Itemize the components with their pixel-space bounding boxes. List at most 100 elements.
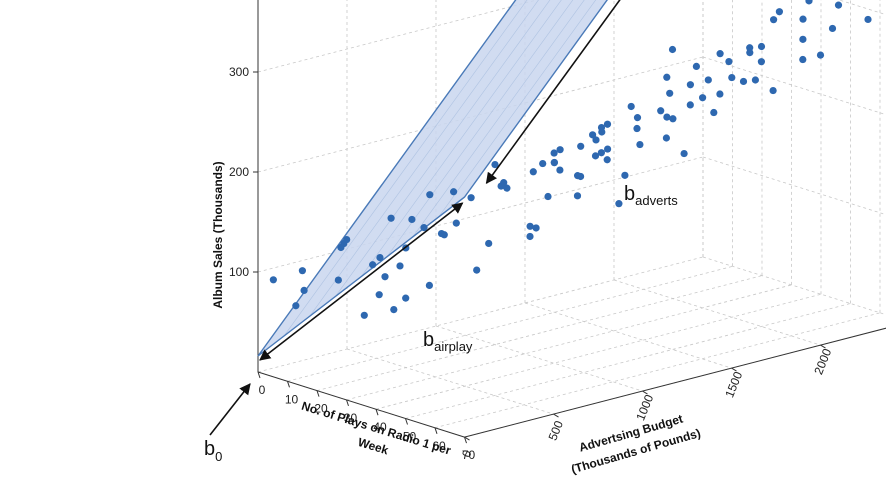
x-tick-mark	[375, 409, 379, 416]
x-tick-mark	[316, 390, 320, 397]
y-tick-label: 2000	[811, 346, 834, 376]
data-point	[390, 306, 398, 314]
data-point	[574, 172, 582, 180]
b0-base: b	[204, 438, 215, 460]
plane-hatch-line	[335, 0, 551, 297]
x-tick-label: 10	[285, 392, 299, 406]
data-point	[425, 281, 433, 289]
data-point	[615, 200, 623, 208]
x-tick-label: 30	[344, 411, 358, 425]
data-point	[805, 0, 813, 5]
data-point	[799, 15, 807, 23]
data-point	[298, 267, 306, 275]
data-point	[343, 235, 351, 244]
floor-grid-line	[346, 348, 554, 415]
floor-grid-line	[524, 302, 732, 369]
data-point	[467, 194, 475, 202]
data-point	[633, 114, 642, 122]
b-adverts-label: badverts	[624, 183, 678, 208]
floor-grid-line	[702, 256, 886, 316]
data-point	[485, 239, 493, 248]
data-point	[376, 253, 384, 262]
data-point	[666, 89, 674, 97]
floor-grid-line	[316, 275, 763, 391]
data-point	[716, 50, 724, 58]
z-axis-title: Album Sales (Thousands)	[211, 161, 225, 308]
adverts-arrow	[485, 0, 886, 185]
plane-hatch-line	[361, 0, 562, 277]
data-point	[526, 222, 534, 230]
data-point	[716, 90, 724, 98]
x-tick-mark	[464, 436, 467, 444]
y-tick-label: 500	[546, 418, 567, 442]
data-point	[633, 124, 641, 133]
data-point	[529, 168, 537, 176]
data-point	[828, 24, 837, 33]
y-tick-label: 1000	[633, 392, 656, 422]
wall-grid-line	[257, 156, 704, 273]
x-tick-mark	[346, 399, 349, 407]
data-point	[396, 262, 404, 270]
regression-plane	[257, 0, 608, 357]
x-tick-label: 0	[259, 383, 266, 397]
floor-grid-line	[405, 303, 851, 419]
floor-grid-line	[435, 325, 643, 392]
b-adverts-sub: adverts	[635, 193, 678, 208]
data-point	[739, 77, 748, 86]
x-tick-label: 50	[403, 430, 417, 444]
y-tick-label: 1500	[722, 369, 745, 399]
data-point	[440, 231, 448, 239]
b-airplay-sub: airplay	[434, 339, 473, 354]
floor-grid-line	[375, 293, 822, 410]
y-tick-mark	[820, 344, 826, 349]
data-point	[334, 276, 342, 284]
data-point	[360, 311, 368, 319]
y-tick-mark	[642, 390, 648, 395]
data-point	[669, 115, 677, 123]
data-point	[834, 1, 843, 9]
x-axis-title-line2: Week	[356, 435, 390, 458]
data-point	[704, 76, 712, 84]
wall-grid-line	[702, 56, 886, 116]
y-tick-mark	[553, 413, 559, 418]
z-tick-label: 200	[229, 165, 249, 179]
data-point	[408, 215, 416, 224]
z-tick-label: 100	[229, 265, 249, 279]
x-tick-mark	[405, 418, 408, 425]
data-point	[577, 142, 585, 150]
data-point	[769, 86, 777, 95]
x-tick-label: 70	[462, 448, 476, 462]
data-point	[686, 81, 695, 89]
plane-surface	[257, 0, 608, 357]
y-tick-mark	[464, 436, 470, 441]
wall-grid-line	[702, 156, 886, 216]
data-point	[621, 171, 629, 179]
data-point	[757, 58, 766, 66]
data-point	[799, 35, 807, 43]
floor-grid-line	[257, 256, 704, 373]
data-point	[592, 136, 600, 144]
x-tick-mark	[287, 381, 290, 388]
data-point	[269, 276, 277, 284]
data-point	[692, 62, 701, 70]
data-point	[603, 156, 611, 164]
data-point	[426, 191, 434, 199]
z-tick-label: 300	[229, 65, 249, 79]
data-point	[770, 16, 778, 24]
data-point	[604, 145, 612, 153]
b-airplay-label: bairplay	[423, 329, 473, 354]
data-point	[300, 286, 308, 294]
x-tick-mark	[434, 427, 438, 434]
data-point	[757, 42, 766, 51]
data-point	[550, 158, 559, 167]
y-tick-mark	[731, 367, 737, 372]
data-point	[292, 302, 300, 310]
data-point	[526, 232, 534, 241]
data-point	[686, 101, 694, 109]
data-point	[598, 128, 606, 136]
data-point	[799, 55, 807, 64]
data-point	[662, 134, 671, 142]
data-point	[864, 15, 872, 24]
data-point	[627, 102, 635, 111]
